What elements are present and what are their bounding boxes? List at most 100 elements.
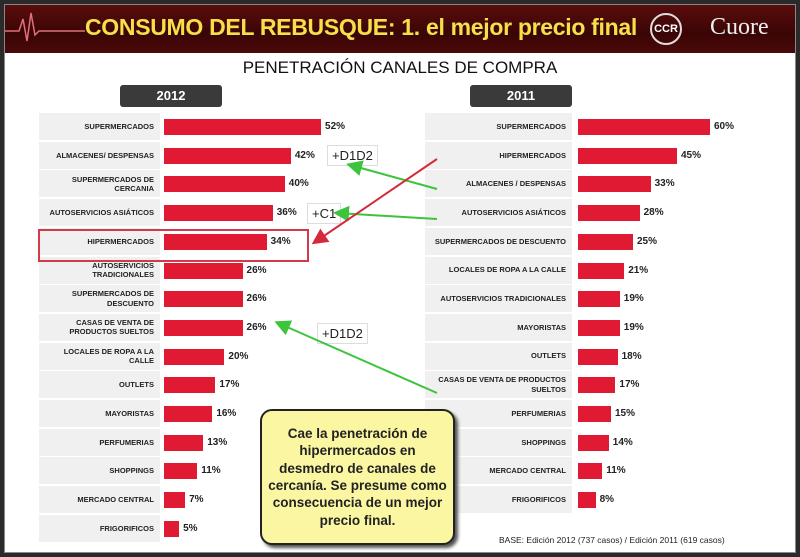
category-label: AUTOSERVICIOS TRADICIONALES xyxy=(92,260,154,279)
bar-row: AUTOSERVICIOS ASIÁTICOS 36% xyxy=(39,199,334,227)
category-label: LOCALES DE ROPA A LA CALLE xyxy=(448,265,566,275)
category-label: OUTLETS xyxy=(531,351,566,361)
bar xyxy=(164,147,291,164)
bar-row: MAYORISTAS 16% xyxy=(39,400,334,427)
bar xyxy=(578,348,618,365)
category-label: SUPERMERCADOS DE CERCANIA xyxy=(71,174,154,193)
bar xyxy=(578,176,651,193)
category-cell: SUPERMERCADOS DE DESCUENTO xyxy=(39,285,160,313)
category-cell: SUPERMERCADOS DE CERCANIA xyxy=(39,170,160,198)
value-label: 7% xyxy=(189,494,204,506)
callout-note: Cae la penetración de hipermercados en d… xyxy=(260,409,455,545)
bar xyxy=(164,434,204,451)
chart-title: PENETRACIÓN CANALES DE COMPRA xyxy=(242,58,558,77)
bar xyxy=(578,319,620,336)
value-label: 13% xyxy=(207,436,228,448)
category-label: PERFUMERIAS xyxy=(99,437,154,447)
bar xyxy=(578,233,633,250)
bar-row: OUTLETS 17% xyxy=(39,371,334,399)
bar xyxy=(164,319,243,336)
slide-title: CONSUMO DEL REBUSQUE: 1. el mejor precio… xyxy=(85,14,637,40)
value-label: 11% xyxy=(606,465,626,477)
value-label: 11% xyxy=(201,465,221,477)
category-cell: SUPERMERCADOS xyxy=(425,113,572,140)
value-label: 26% xyxy=(246,321,267,333)
value-label: 52% xyxy=(325,121,346,132)
category-cell: ALMACENES / DESPENSAS xyxy=(425,170,572,198)
bar-row: LOCALES DE ROPA A LA CALLE 20% xyxy=(39,342,334,370)
value-label: 40% xyxy=(288,178,309,190)
category-label: ALMACENES/ DESPENSAS xyxy=(56,150,154,160)
category-label: MERCADO CENTRAL xyxy=(77,494,154,504)
category-cell: AUTOSERVICIOS ASIÁTICOS xyxy=(39,199,160,227)
highlight-box xyxy=(38,229,309,262)
bar-row: FRIGORIFICOS 8% xyxy=(425,486,685,514)
bar-row: OUTLETS 18% xyxy=(425,342,685,370)
bar-row: PERFUMERIAS 13% xyxy=(39,428,334,456)
year-label-2012: 2012 xyxy=(120,85,222,107)
category-cell: LOCALES DE ROPA A LA CALLE xyxy=(39,342,160,370)
bar-row: MAYORISTAS 19% xyxy=(425,313,685,341)
category-cell: OUTLETS xyxy=(39,371,160,399)
category-label: FRIGORIFICOS xyxy=(511,494,566,504)
category-cell: LOCALES DE ROPA A LA CALLE xyxy=(425,256,572,284)
value-label: 42% xyxy=(294,149,315,161)
value-label: 20% xyxy=(228,350,249,362)
bar xyxy=(164,492,186,509)
bar-row: ALMACENES/ DESPENSAS 42% xyxy=(39,141,334,169)
value-label: 17% xyxy=(219,379,240,391)
value-label: 28% xyxy=(643,207,664,219)
value-label: 16% xyxy=(216,408,237,419)
value-label: 5% xyxy=(183,522,198,534)
category-cell: HIPERMERCADOS xyxy=(39,227,160,255)
category-label: FRIGORIFICOS xyxy=(99,523,154,533)
header-banner: CONSUMO DEL REBUSQUE: 1. el mejor precio… xyxy=(5,5,795,53)
annotation-tag: +C1 xyxy=(307,203,342,224)
annotation-tag: +D1D2 xyxy=(317,323,368,344)
bar xyxy=(164,377,216,394)
bar xyxy=(164,520,180,537)
bar xyxy=(578,147,677,164)
category-label: AUTOSERVICIOS TRADICIONALES xyxy=(440,294,566,303)
green-arrow xyxy=(346,160,438,190)
bar-row: MERCADO CENTRAL 11% xyxy=(425,457,685,485)
category-cell: AUTOSERVICIOS ASIÁTICOS xyxy=(425,199,572,227)
category-label: HIPERMERCADOS xyxy=(87,236,154,246)
value-label: 19% xyxy=(623,293,644,305)
category-cell: CASAS DE VENTA DE PRODUCTOS SUELTOS xyxy=(425,371,572,399)
bar xyxy=(164,348,225,365)
green-arrow xyxy=(333,205,438,222)
bar-row: HIPERMERCADOS 45% xyxy=(425,141,701,169)
bar xyxy=(164,463,198,480)
bar xyxy=(578,434,609,451)
value-label: 60% xyxy=(714,121,735,132)
bar xyxy=(578,291,620,308)
bar-row: SHOPPINGS 11% xyxy=(39,457,334,485)
ccr-logo: CCR xyxy=(650,13,682,45)
value-label: 14% xyxy=(612,436,633,448)
bar-row: CASAS DE VENTA DE PRODUCTOS SUELTOS 17% xyxy=(425,371,685,399)
bar-row: SUPERMERCADOS DE CERCANIA 40% xyxy=(39,170,334,198)
value-label: 34% xyxy=(270,235,291,247)
value-label: 26% xyxy=(246,293,267,305)
bar-row: PERFUMERIAS 15% xyxy=(425,400,685,427)
bar-row: AUTOSERVICIOS ASIÁTICOS 28% xyxy=(425,199,685,227)
category-label: MAYORISTAS xyxy=(517,322,566,332)
bar xyxy=(578,406,611,422)
value-label: 18% xyxy=(621,350,642,362)
value-label: 25% xyxy=(637,235,658,247)
value-label: 19% xyxy=(623,321,644,333)
bar-row: SHOPPINGS 14% xyxy=(425,428,685,456)
bar-row: CASAS DE VENTA DE PRODUCTOS SUELTOS 26% xyxy=(39,313,334,341)
value-label: 15% xyxy=(615,408,636,419)
category-cell: ALMACENES/ DESPENSAS xyxy=(39,141,160,169)
category-cell: SUPERMERCADOS xyxy=(39,113,160,140)
category-label: PERFUMERIAS xyxy=(511,408,566,418)
category-cell: AUTOSERVICIOS TRADICIONALES xyxy=(425,285,572,313)
category-cell: OUTLETS xyxy=(425,342,572,370)
category-label: SHOPPINGS xyxy=(109,466,154,476)
bar-row: HIPERMERCADOS 34% xyxy=(39,227,334,255)
category-label: SHOPPINGS xyxy=(521,437,566,447)
heartbeat-icon xyxy=(5,12,85,42)
category-label: SUPERMERCADOS DE DESCUENTO xyxy=(434,236,566,246)
